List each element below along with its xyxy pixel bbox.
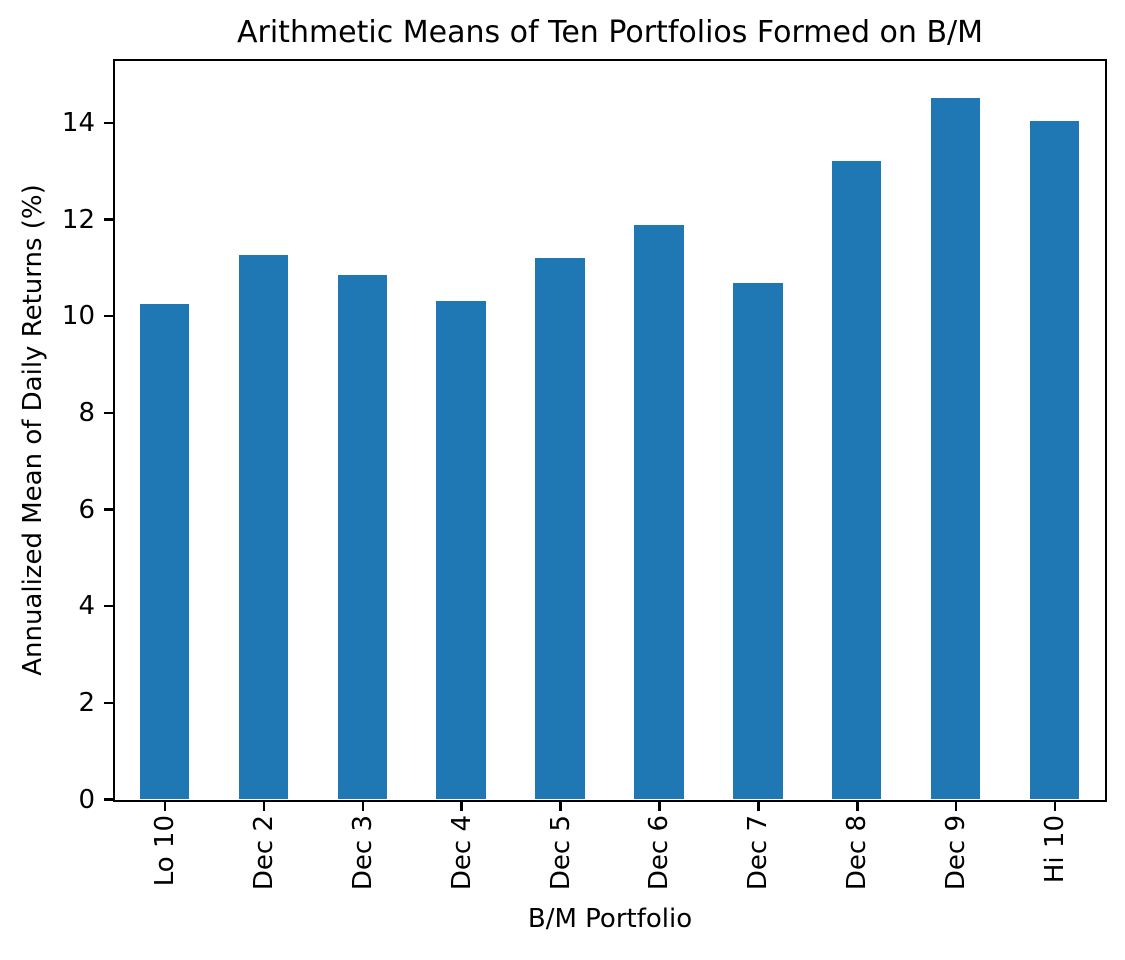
bar-lo-10	[139, 303, 190, 799]
bar-dec-5	[535, 258, 585, 799]
y-tick-label-10: 10	[61, 301, 95, 332]
y-tick-label-12: 12	[61, 204, 95, 235]
y-tick-label-0: 0	[78, 784, 95, 815]
y-tick-label-6: 6	[78, 494, 95, 525]
x-tick-label-dec-9: Dec 9	[941, 815, 972, 891]
bar-dec-9	[930, 98, 981, 799]
bar-dec-7	[733, 282, 783, 799]
x-tick-mark-dec-6	[658, 802, 661, 811]
y-tick-mark-0	[104, 798, 113, 801]
x-tick-label-dec-6: Dec 6	[644, 815, 675, 891]
x-tick-label-dec-5: Dec 5	[545, 815, 576, 891]
y-tick-label-4: 4	[78, 591, 95, 622]
x-tick-label-dec-3: Dec 3	[347, 815, 378, 891]
y-tick-label-14: 14	[61, 107, 95, 138]
x-tick-mark-dec-7	[757, 802, 760, 811]
bar-dec-8	[832, 160, 882, 799]
bar-dec-6	[634, 224, 684, 799]
y-tick-mark-4	[104, 604, 113, 608]
bar-hi-10	[1029, 120, 1080, 799]
x-tick-label-dec-4: Dec 4	[446, 815, 477, 891]
y-tick-mark-2	[104, 701, 113, 705]
x-tick-mark-dec-3	[361, 802, 364, 811]
plot-area	[113, 59, 1107, 802]
bar-dec-3	[337, 274, 387, 799]
x-tick-mark-dec-4	[460, 802, 463, 811]
x-tick-label-dec-7: Dec 7	[743, 815, 774, 891]
x-tick-mark-dec-9	[954, 802, 958, 811]
y-tick-label-2: 2	[78, 687, 95, 718]
x-tick-label-dec-8: Dec 8	[842, 815, 873, 891]
y-tick-label-8: 8	[78, 397, 95, 428]
x-axis-label: B/M Portfolio	[527, 904, 693, 934]
x-tick-mark-dec-2	[262, 802, 266, 811]
x-tick-mark-dec-8	[856, 802, 859, 811]
x-tick-label-dec-2: Dec 2	[248, 815, 279, 891]
x-tick-label-lo-10: Lo 10	[149, 815, 180, 887]
bar-dec-2	[238, 254, 289, 799]
x-tick-mark-lo-10	[163, 802, 167, 811]
bar-dec-4	[436, 300, 486, 799]
y-tick-mark-14	[104, 121, 113, 125]
y-tick-mark-6	[104, 508, 113, 511]
y-tick-mark-8	[104, 411, 113, 415]
x-tick-label-hi-10: Hi 10	[1040, 815, 1071, 884]
y-tick-mark-12	[104, 218, 113, 221]
x-tick-mark-hi-10	[1053, 802, 1057, 811]
chart-title: Arithmetic Means of Ten Portfolios Forme…	[236, 15, 984, 50]
x-tick-mark-dec-5	[559, 802, 562, 811]
y-tick-mark-10	[104, 314, 113, 318]
